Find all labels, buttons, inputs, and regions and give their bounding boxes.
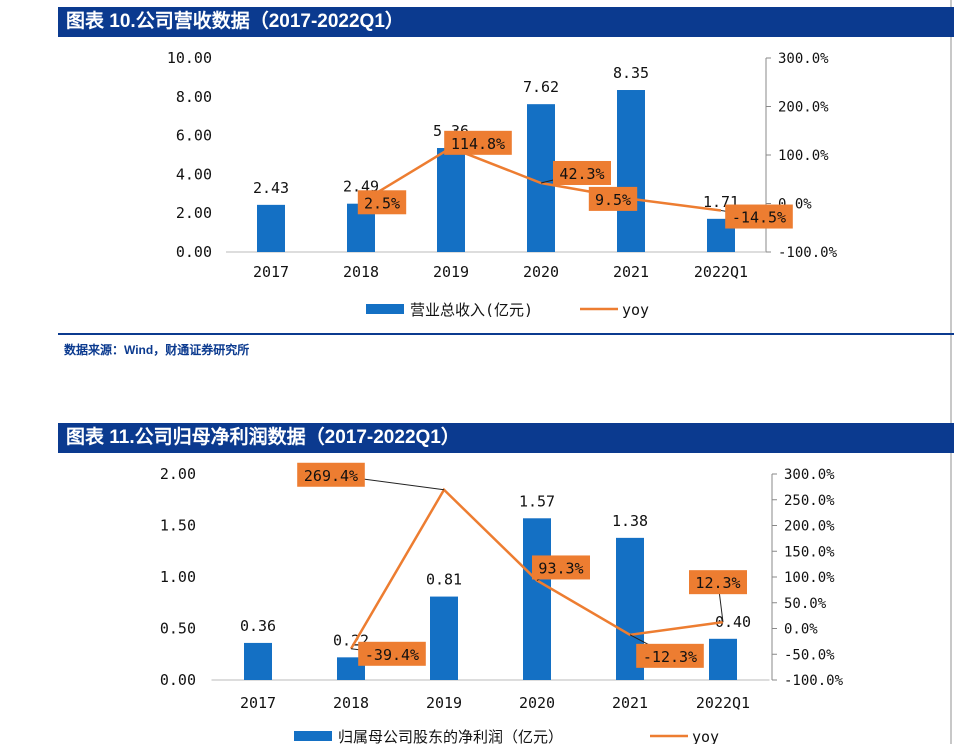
page-border: [950, 0, 952, 744]
x-tick-label: 2017: [240, 694, 276, 712]
bar: [617, 90, 645, 252]
yoy-label-box: [358, 641, 426, 666]
x-tick-label: 2022Q1: [694, 263, 748, 281]
chart2-header: 图表 11.公司归母净利润数据（2017-2022Q1）: [58, 423, 954, 453]
chart1-plot: 0.002.004.006.008.0010.00-100.0%0.0%100.…: [167, 49, 838, 319]
legend-bar-swatch: [294, 731, 332, 741]
bar: [709, 638, 737, 680]
right-tick-label: 150.0%: [784, 544, 835, 560]
right-tick-label: -100.0%: [778, 245, 838, 261]
right-tick-label: 0.0%: [784, 622, 818, 638]
yoy-label: 12.3%: [695, 574, 740, 592]
bar-value-label: 0.36: [240, 617, 276, 635]
x-tick-label: 2017: [253, 263, 289, 281]
legend-line-label: yoy: [692, 728, 719, 744]
yoy-label-box: [357, 190, 407, 215]
chart1-header: 图表 10.公司营收数据（2017-2022Q1）: [58, 7, 954, 37]
bar: [337, 657, 365, 680]
yoy-label-box: [689, 570, 747, 595]
right-tick-label: 50.0%: [784, 596, 827, 612]
yoy-label-box: [725, 204, 793, 229]
right-tick-label: 200.0%: [784, 519, 835, 535]
x-tick-label: 2020: [519, 694, 555, 712]
x-tick-label: 2022Q1: [696, 694, 750, 712]
left-tick-label: 0.00: [176, 243, 212, 261]
right-tick-label: -100.0%: [784, 673, 844, 689]
chart2-plot: 0.00 0.50 1.00 1.50 2.00 -100.0% -50.0% 0.0% 50.…: [160, 462, 844, 744]
bar-value-label: 0.40: [715, 613, 751, 631]
left-tick-label: 10.00: [167, 49, 212, 67]
legend-bar-label: 归属母公司股东的净利润（亿元）: [338, 728, 563, 744]
yoy-label: 269.4%: [304, 467, 358, 485]
left-tick-label: 0.50: [160, 620, 196, 638]
right-tick-label: 200.0%: [778, 100, 829, 116]
yoy-label: -12.3%: [643, 648, 697, 666]
yoy-label: 42.3%: [559, 165, 604, 183]
x-tick-label: 2018: [343, 263, 379, 281]
yoy-label-box: [588, 186, 638, 211]
bar: [430, 596, 458, 680]
yoy-label: -14.5%: [732, 209, 786, 227]
right-tick-label: 300.0%: [778, 51, 829, 67]
right-tick-label: 100.0%: [778, 148, 829, 164]
source-note: 数据来源：Wind，财通证券研究所: [64, 343, 250, 357]
left-tick-label: 1.50: [160, 517, 196, 535]
yoy-label: 9.5%: [595, 191, 631, 209]
bar-value-label: 8.35: [613, 64, 649, 82]
yoy-label: 2.5%: [364, 194, 400, 212]
left-tick-label: 4.00: [176, 165, 212, 183]
x-tick-label: 2021: [613, 263, 649, 281]
bar: [437, 148, 465, 252]
right-tick-label: -50.0%: [784, 647, 835, 663]
x-tick-label: 2020: [523, 263, 559, 281]
yoy-label-box: [532, 555, 590, 580]
yoy-label-box: [297, 462, 365, 487]
left-tick-label: 6.00: [176, 127, 212, 145]
yoy-label-box: [444, 130, 512, 155]
bar-value-label: 2.43: [253, 179, 289, 197]
bar-value-label: 1.38: [612, 512, 648, 530]
chart1-divider: [58, 333, 954, 335]
left-tick-label: 8.00: [176, 88, 212, 106]
legend-line-label: yoy: [622, 301, 649, 319]
left-tick-label: 0.00: [160, 671, 196, 689]
bar: [523, 518, 551, 680]
legend-bar-label: 营业总收入(亿元): [410, 301, 533, 319]
bar: [257, 204, 285, 252]
right-tick-label: 250.0%: [784, 493, 835, 509]
x-tick-label: 2018: [333, 694, 369, 712]
x-tick-label: 2019: [426, 694, 462, 712]
bar-value-label: 0.81: [426, 571, 462, 589]
bar-value-label: 1.57: [519, 492, 555, 510]
right-tick-label: 100.0%: [784, 570, 835, 586]
yoy-label: -39.4%: [365, 646, 419, 664]
right-tick-label: 300.0%: [784, 467, 835, 483]
bar-value-label: 7.62: [523, 78, 559, 96]
yoy-label: 93.3%: [538, 559, 583, 577]
left-tick-label: 1.00: [160, 568, 196, 586]
yoy-label: 114.8%: [451, 135, 505, 153]
left-tick-label: 2.00: [160, 465, 196, 483]
left-tick-label: 2.00: [176, 204, 212, 222]
yoy-label-box: [553, 160, 611, 185]
x-tick-label: 2021: [612, 694, 648, 712]
yoy-label-box: [636, 643, 704, 668]
x-tick-label: 2019: [433, 263, 469, 281]
bar: [244, 642, 272, 680]
legend-bar-swatch: [366, 304, 404, 314]
